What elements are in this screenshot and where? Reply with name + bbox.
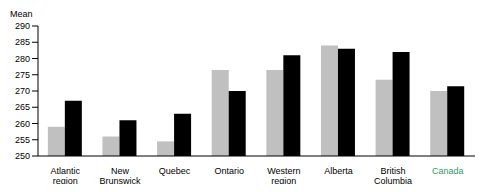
svg-text:Atlanticregion: Atlanticregion xyxy=(51,166,81,184)
svg-text:285: 285 xyxy=(15,37,30,47)
svg-text:260: 260 xyxy=(15,119,30,129)
svg-text:BritishColumbia: BritishColumbia xyxy=(374,166,412,184)
svg-text:250: 250 xyxy=(15,151,30,161)
svg-text:Alberta: Alberta xyxy=(324,166,353,176)
svg-text:Quebec: Quebec xyxy=(159,166,191,176)
svg-text:255: 255 xyxy=(15,135,30,145)
svg-text:280: 280 xyxy=(15,54,30,64)
svg-text:290: 290 xyxy=(15,21,30,31)
html-text:Mean: Mean xyxy=(10,9,33,19)
svg-text:Westernregion: Westernregion xyxy=(267,166,300,184)
svg-text:265: 265 xyxy=(15,102,30,112)
svg-text:270: 270 xyxy=(15,86,30,96)
svg-text:Canada: Canada xyxy=(432,166,464,176)
svg-text:275: 275 xyxy=(15,70,30,80)
svg-text:NewBrunswick: NewBrunswick xyxy=(99,166,141,184)
svg-text:Ontario: Ontario xyxy=(214,166,244,176)
